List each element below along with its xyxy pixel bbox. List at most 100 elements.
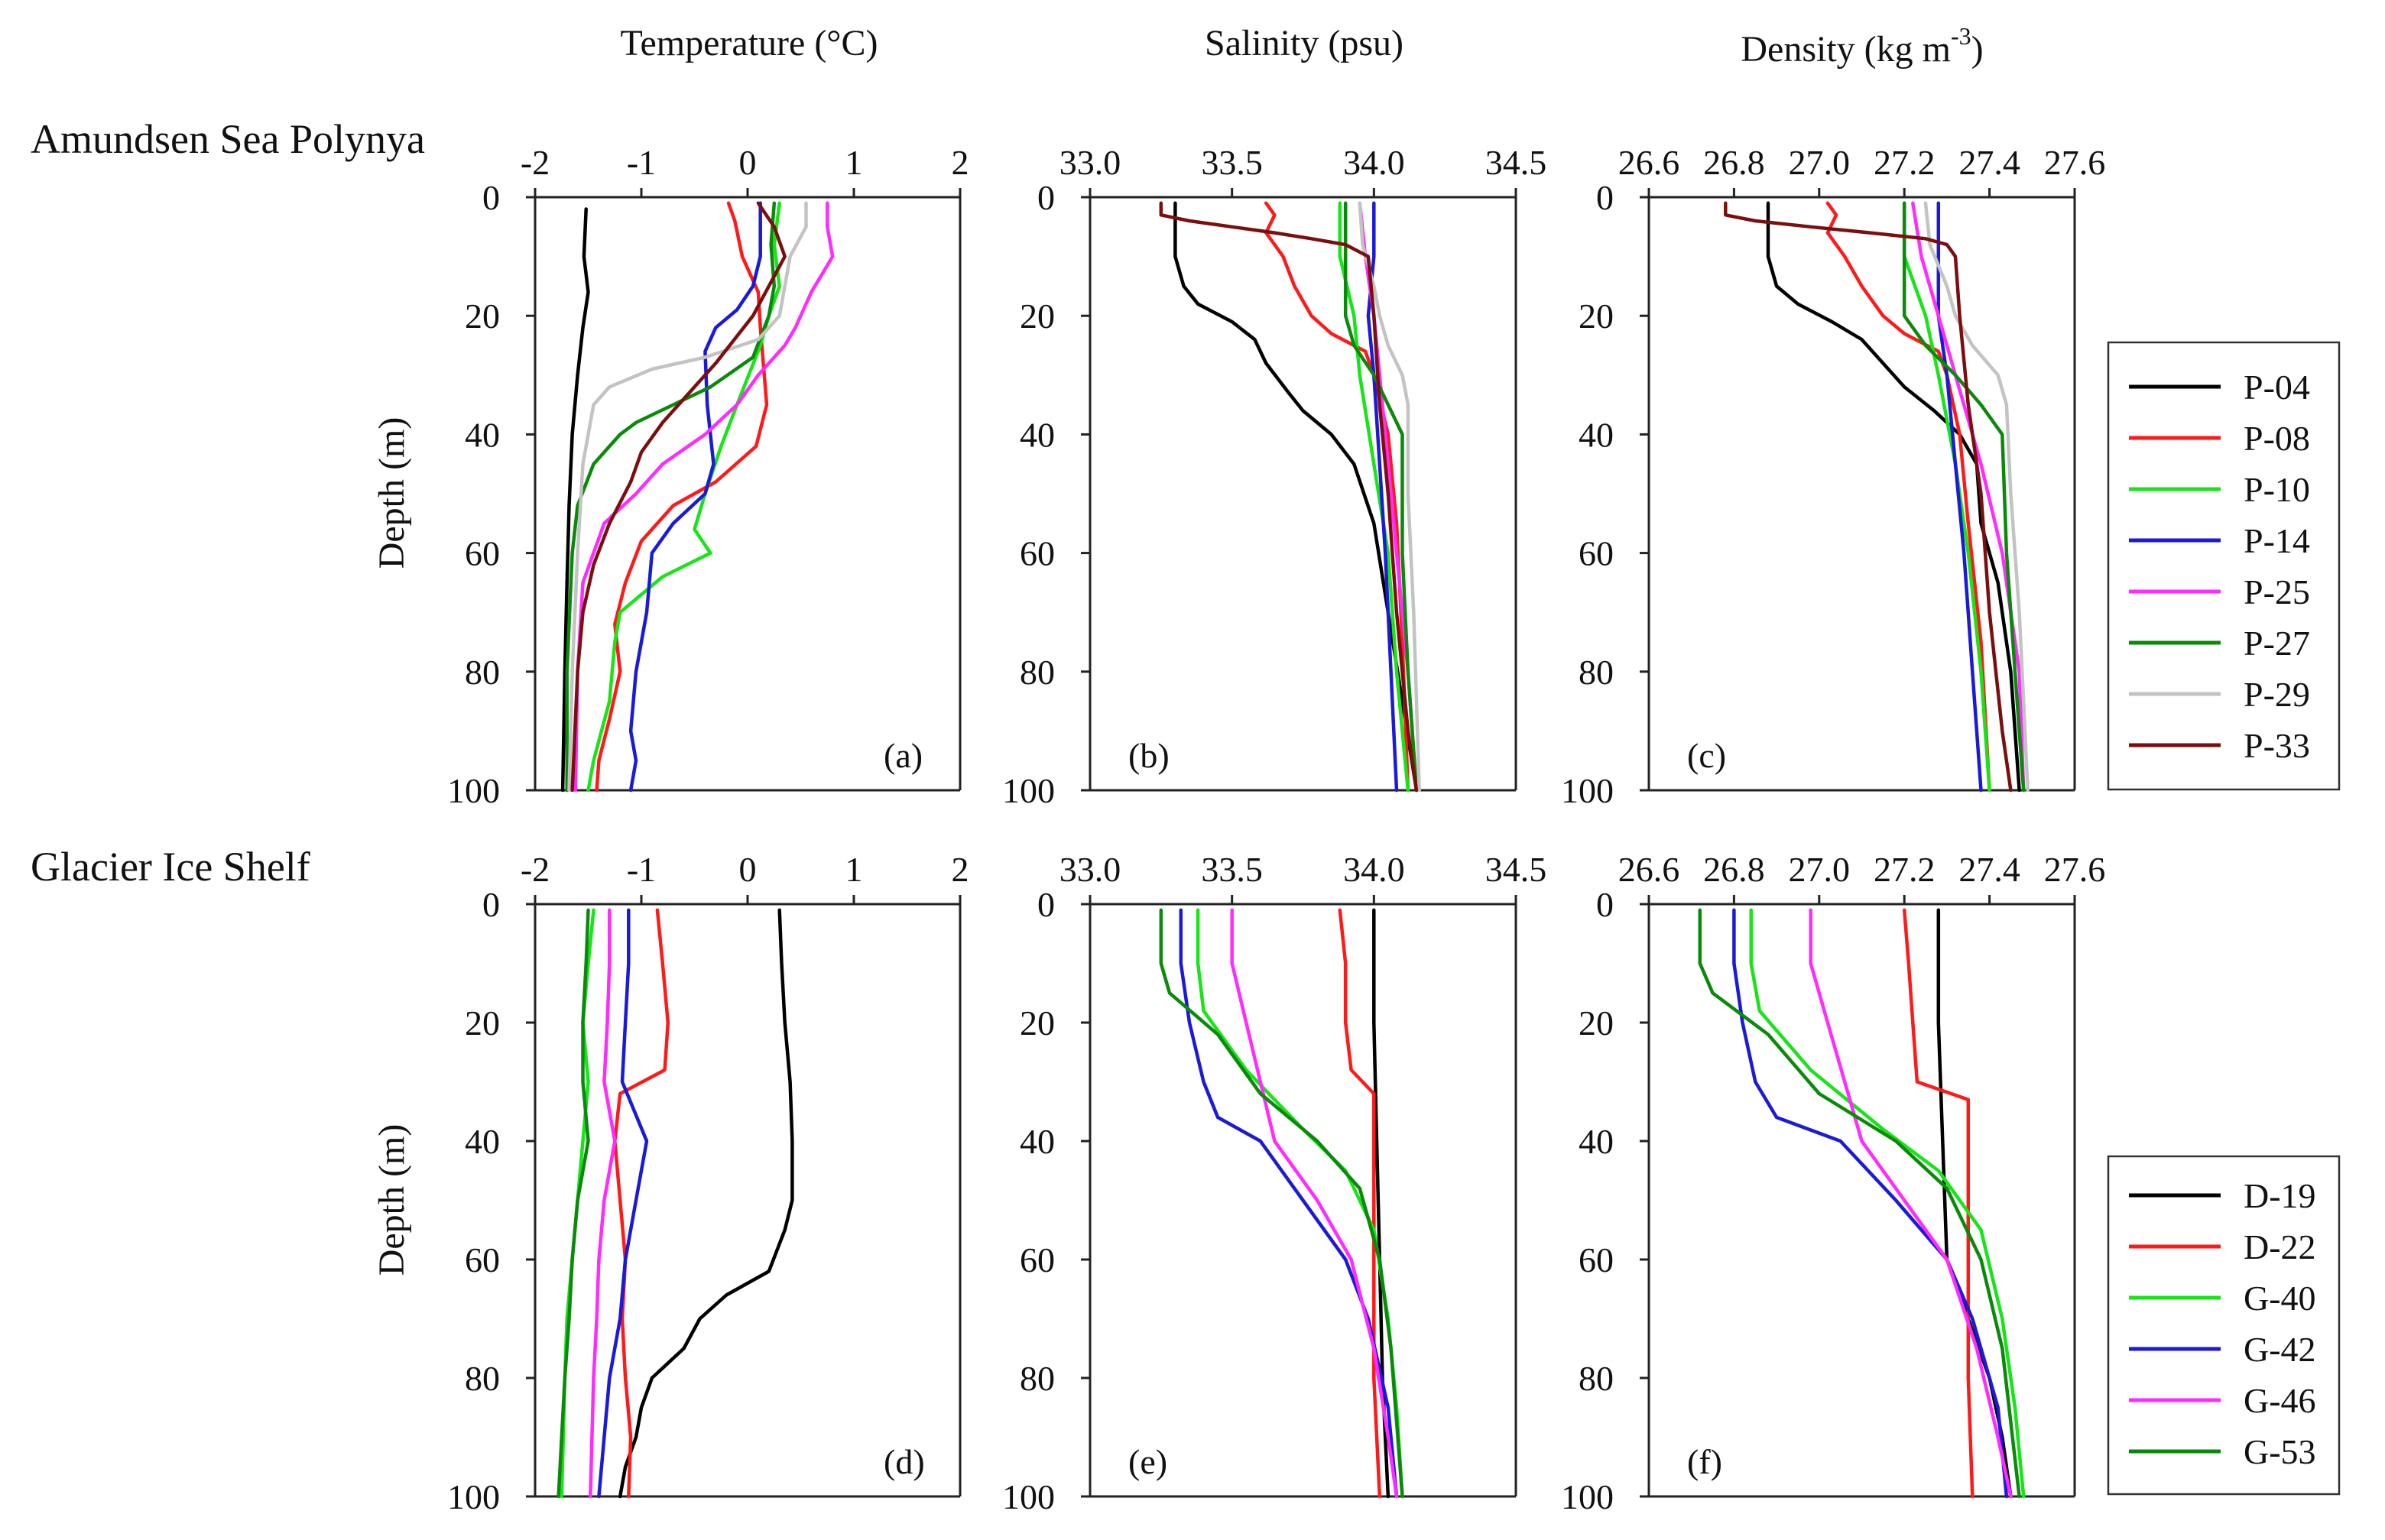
series-d-19-line [1936, 908, 2013, 1499]
series-p-14-line [628, 201, 762, 793]
series-g-53-line [1698, 908, 2021, 1499]
y-tick-label: 100 [1561, 1477, 1614, 1516]
x-tick-label: 2 [952, 850, 969, 889]
x-tick-label: 27.2 [1874, 850, 1936, 889]
y-tick-label: 100 [1002, 771, 1055, 810]
x-tick-label: 26.8 [1703, 850, 1765, 889]
series-g-53-line [1159, 908, 1404, 1499]
x-tick-label: -2 [521, 143, 550, 182]
x-tick-label: -2 [521, 850, 550, 889]
x-tick-label: 33.5 [1201, 143, 1263, 182]
legend-label-p-10: P-10 [2244, 470, 2310, 509]
y-tick-label: 0 [1596, 885, 1614, 924]
series-p-27-line [565, 201, 777, 793]
title-density-suffix: ) [1971, 29, 1984, 70]
x-tick-label: 34.0 [1343, 143, 1405, 182]
y-tick-label: 40 [465, 1122, 500, 1161]
x-tick-label: 34.0 [1343, 850, 1405, 889]
legend-label-p-08: P-08 [2244, 419, 2310, 458]
series-d-22-line [613, 908, 670, 1499]
y-tick-label: 0 [482, 885, 500, 924]
x-tick-label: 34.5 [1485, 850, 1547, 889]
legend-bottom: D-19 D-22 G-40 G-42 G-46 G-53 [2107, 1155, 2341, 1496]
series-p-14-line [1936, 201, 1983, 793]
legend-label-p-33: P-33 [2244, 726, 2310, 765]
y-tick-label: 20 [1579, 297, 1614, 336]
series-p-33-line [1724, 201, 2013, 793]
y-tick-label: 0 [1037, 178, 1055, 217]
legend-label-p-27: P-27 [2244, 624, 2310, 663]
title-density-prefix: Density (kg m [1741, 29, 1951, 70]
y-tick-label: 60 [1020, 1240, 1055, 1279]
legend-label-p-04: P-04 [2244, 368, 2310, 407]
x-tick-label: 1 [845, 850, 863, 889]
row-title-top: Amundsen Sea Polynya [31, 116, 425, 162]
y-tick-label: 20 [1579, 1003, 1614, 1042]
legend-label-p-29: P-29 [2244, 675, 2310, 714]
series-d-22-line [1902, 908, 1975, 1499]
legend-top-box [2107, 341, 2341, 791]
x-tick-label: 33.5 [1201, 850, 1263, 889]
x-tick-label: 26.6 [1618, 850, 1680, 889]
x-tick-label: 1 [845, 143, 863, 182]
y-tick-label: 80 [1020, 653, 1055, 692]
series-p-08-line [595, 201, 769, 793]
y-tick-label: 60 [465, 534, 500, 573]
y-tick-label: 40 [465, 415, 500, 454]
series-p-25-line [573, 201, 835, 793]
title-density: Density (kg m-3) [1741, 22, 1983, 70]
x-tick-label: 0 [739, 850, 757, 889]
legend-label-d-22: D-22 [2244, 1227, 2316, 1266]
series-d-19-line [618, 908, 794, 1499]
series-g-40-line [1749, 908, 2026, 1499]
y-tick-label: 60 [1579, 1240, 1614, 1279]
legend-label-g-40: G-40 [2244, 1279, 2316, 1318]
title-temperature: Temperature (°C) [620, 23, 878, 63]
series-p-25-line [1911, 201, 2026, 793]
series-g-46-line [1230, 908, 1399, 1499]
x-tick-label: 33.0 [1059, 143, 1121, 182]
panel-label-a: (a) [884, 736, 923, 775]
series-p-04-line [1766, 201, 2021, 793]
legend-label-g-42: G-42 [2244, 1330, 2316, 1369]
series-p-10-line [1902, 201, 1991, 793]
x-tick-label: 26.8 [1703, 143, 1765, 182]
x-tick-label: 27.6 [2044, 850, 2106, 889]
x-tick-label: 2 [952, 143, 969, 182]
x-tick-label: 27.6 [2044, 143, 2106, 182]
y-tick-label: 80 [1579, 1359, 1614, 1398]
y-tick-label: 80 [1020, 1359, 1055, 1398]
y-tick-label: 20 [1020, 297, 1055, 336]
x-tick-label: 34.5 [1485, 143, 1547, 182]
y-tick-label: 80 [1579, 653, 1614, 692]
panel-e: 33.0 33.5 34.0 34.5 0 20 40 60 80 100 (e) [1002, 850, 1546, 1516]
y-tick-label: 40 [1579, 415, 1614, 454]
legend-label-g-53: G-53 [2244, 1432, 2316, 1471]
x-tick-label: 33.0 [1059, 850, 1121, 889]
series-g-53-line [556, 908, 590, 1499]
panel-label-e: (e) [1128, 1442, 1167, 1481]
series-g-42-line [1732, 908, 2009, 1499]
legend-label-g-46: G-46 [2244, 1381, 2316, 1420]
y-tick-label: 0 [482, 178, 500, 217]
legend-top: P-04 P-08 P-10 P-14 P-25 P-27 P-29 P-33 [2107, 341, 2341, 791]
series-p-04-line [560, 207, 590, 793]
y-tick-label: 40 [1579, 1122, 1614, 1161]
y-tick-label: 20 [1020, 1003, 1055, 1042]
series-p-27-line [1343, 201, 1419, 793]
y-tick-label: 20 [465, 1003, 500, 1042]
y-axis-label-bottom: Depth (m) [372, 1124, 412, 1276]
legend-label-p-14: P-14 [2244, 521, 2310, 560]
series-p-29-line [567, 201, 808, 793]
x-tick-label: 27.0 [1789, 850, 1851, 889]
row-title-bottom: Glacier Ice Shelf [31, 844, 310, 890]
panel-label-f: (f) [1687, 1442, 1722, 1481]
legend-label-p-25: P-25 [2244, 572, 2310, 611]
series-p-14-line [1366, 201, 1399, 793]
y-tick-label: 100 [447, 1477, 500, 1516]
x-tick-label: -1 [627, 850, 656, 889]
y-tick-label: 0 [1596, 178, 1614, 217]
